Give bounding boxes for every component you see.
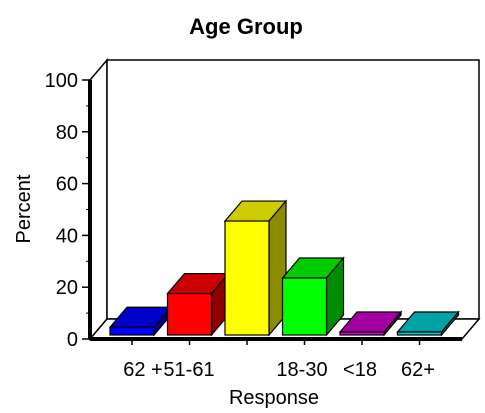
y-tick-label: 0 [67, 329, 78, 351]
bar [223, 199, 288, 337]
left-wall [89, 57, 108, 342]
bar-front [396, 331, 443, 336]
bar-front [166, 292, 213, 336]
y-tick-label: 80 [56, 122, 78, 144]
x-tick-label: <18 [343, 359, 377, 381]
bar-front [109, 326, 155, 336]
bar-front [281, 277, 328, 336]
y-axis-label: Percent [13, 174, 35, 243]
bar [281, 256, 345, 337]
bars-group [108, 199, 460, 337]
bar [338, 310, 403, 337]
y-tick-label: 60 [56, 174, 78, 196]
bar-front [224, 220, 270, 336]
bar-front [339, 331, 385, 336]
x-tick-label: 51-61 [163, 359, 214, 381]
x-axis-label: Response [229, 387, 319, 409]
y-tick-label: 100 [45, 70, 78, 92]
x-tick-label: 62+ [401, 359, 435, 381]
x-tick-labels: 62 +51-61 18-30 <18 62+ [123, 339, 435, 381]
x-tick-label: 62 + [123, 359, 162, 381]
y-axis: 0 20 40 60 80 100 [45, 70, 90, 351]
y-tick-label: 20 [56, 277, 78, 299]
chart-title: Age Group [189, 14, 303, 39]
bar [108, 305, 173, 337]
bar [396, 310, 460, 337]
bar [166, 271, 230, 337]
x-tick-label: 18-30 [276, 359, 327, 381]
y-tick-label: 40 [56, 225, 78, 247]
